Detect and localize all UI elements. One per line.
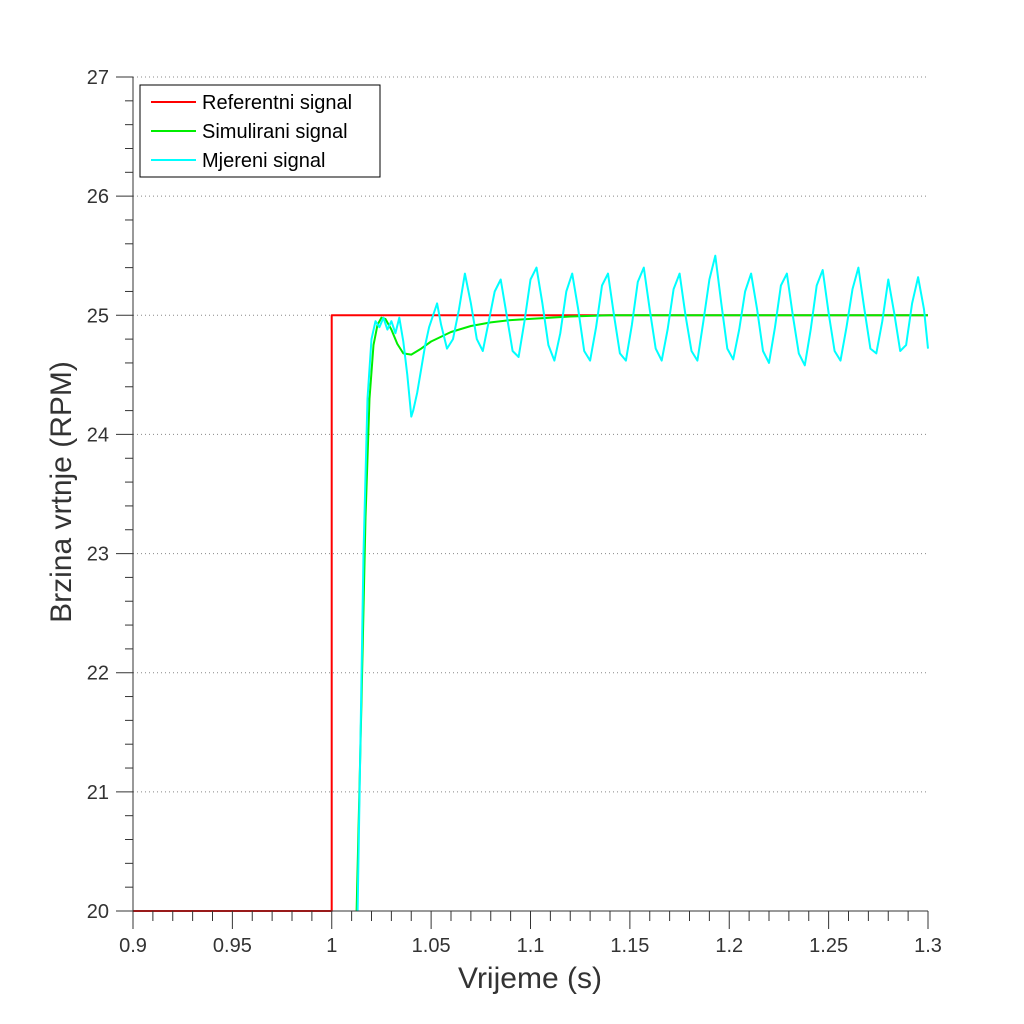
y-tick-label: 27 bbox=[87, 67, 109, 89]
y-tick-label: 25 bbox=[87, 305, 109, 327]
series-line-1 bbox=[355, 314, 928, 912]
y-tick-label: 22 bbox=[87, 663, 109, 685]
x-tick-label: 1.3 bbox=[914, 935, 942, 957]
legend-label: Referentni signal bbox=[202, 92, 352, 114]
grid-lines bbox=[133, 76, 928, 793]
x-tick-label: 1.15 bbox=[610, 935, 649, 957]
legend: Referentni signal Simulirani signal Mjeren… bbox=[139, 84, 381, 178]
legend-label: Simulirani signal bbox=[202, 121, 348, 143]
legend-label: Mjereni signal bbox=[202, 150, 325, 172]
x-tick-label: 0.9 bbox=[119, 935, 147, 957]
y-tick-label: 26 bbox=[87, 186, 109, 208]
plot-lines bbox=[133, 254, 929, 912]
y-tick-label: 24 bbox=[87, 424, 109, 446]
axes bbox=[132, 77, 928, 912]
y-tick-label: 21 bbox=[87, 782, 109, 804]
y-axis-title: Brzina vrtnje (RPM) bbox=[45, 361, 78, 623]
y-tick-label: 20 bbox=[87, 901, 109, 923]
y-tick-label: 23 bbox=[87, 544, 109, 566]
x-tick-label: 1.2 bbox=[715, 935, 743, 957]
x-axis-title: Vrijeme (s) bbox=[458, 962, 602, 995]
x-tick-label: 0.95 bbox=[213, 935, 252, 957]
series-line-0 bbox=[133, 314, 928, 912]
x-tick-label: 1.05 bbox=[412, 935, 451, 957]
x-tick-label: 1.1 bbox=[517, 935, 545, 957]
ticks: 20 21 22 23 24 25 26 27 0.9 0.95 1 1.05 1.1 1.15 1.2 1.… bbox=[87, 67, 942, 957]
series-line-2 bbox=[356, 254, 929, 912]
x-tick-label: 1.25 bbox=[809, 935, 848, 957]
x-tick-label: 1 bbox=[326, 935, 337, 957]
